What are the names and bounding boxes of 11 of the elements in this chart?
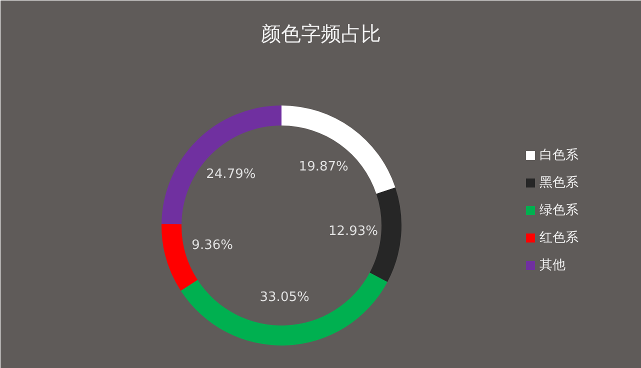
data-label: 9.36% [192,238,233,253]
data-label: 33.05% [260,290,310,305]
legend-label: 绿色系 [540,203,578,218]
legend-label: 黑色系 [540,176,578,190]
data-label: 24.79% [206,166,256,182]
legend-label: 其他 [540,258,566,273]
data-label: 19.87% [298,160,348,175]
legend-label: 红色系 [540,230,578,246]
legend-label: 白色系 [540,148,578,163]
chart-title: 颜色字频占比 [261,22,381,46]
data-label: 12.93% [328,224,378,240]
